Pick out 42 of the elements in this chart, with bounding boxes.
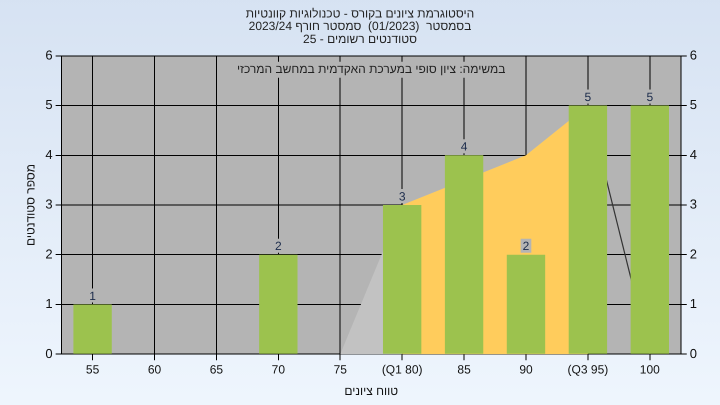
x-tick-label: 60 [148, 362, 162, 377]
y2-tick-label: 1 [690, 296, 698, 312]
data-label: 2 [522, 239, 530, 254]
x-tick-label: 70 [272, 362, 286, 377]
bar [630, 106, 670, 354]
data-label: 3 [398, 189, 406, 204]
x-tick-label: 65 [210, 362, 224, 377]
bar [73, 304, 112, 354]
x-tick-label: 55 [86, 362, 100, 377]
x-tick-label: 85 [457, 362, 472, 377]
y-tick-label: 0 [45, 346, 53, 361]
bar [506, 254, 546, 354]
chart-subtitle: בסמסטר (01/2023) סמסטר חורף 2023/24 סטודנטים רשומים - 25 [248, 19, 472, 46]
y2-tick-label: 0 [690, 346, 698, 361]
y-axis-title: מספר סטודנטים [24, 164, 38, 246]
data-label: 5 [584, 90, 592, 104]
data-label: 1 [89, 288, 96, 303]
y-tick-label: 6 [45, 47, 53, 62]
y2-tick-label: 5 [690, 97, 698, 112]
data-label: 4 [460, 140, 468, 154]
chart-title: היסטוגרמת ציונים בקורס - טכנולוגיות קוונטיות [246, 6, 474, 21]
y-tick-label: 3 [45, 196, 53, 212]
y2-tick-label: 6 [690, 47, 698, 62]
bar [444, 155, 484, 354]
x-tick-label: (Q1 80) [382, 362, 422, 377]
data-label: 2 [274, 239, 282, 254]
y2-tick-label: 3 [690, 196, 698, 212]
x-axis-title: טווח ציונים [344, 384, 398, 398]
x-tick-label: 90 [519, 362, 533, 377]
y-tick-label: 2 [45, 246, 53, 262]
bar [568, 106, 608, 354]
data-label: 5 [646, 90, 654, 104]
annotation: במשימה: ציון סופי במערכת האקדמית במחשב המרכזי [236, 62, 506, 76]
y2-tick-label: 2 [690, 246, 698, 262]
y-tick-label: 4 [45, 146, 53, 162]
x-tick-label: 100 [640, 362, 660, 377]
y2-tick-label: 4 [690, 146, 698, 162]
x-tick-label: 75 [334, 362, 348, 377]
y-tick-label: 1 [45, 296, 53, 312]
x-tick-label: (Q3 95) [568, 362, 608, 377]
bar [259, 254, 298, 354]
y-tick-label: 5 [45, 97, 53, 112]
